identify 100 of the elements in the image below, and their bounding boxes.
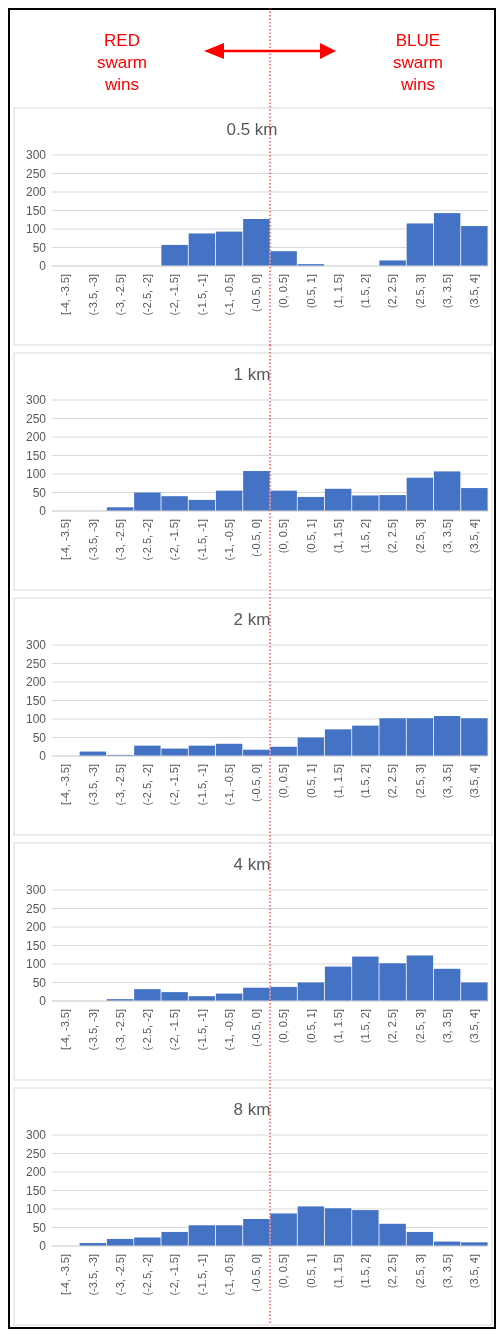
chart-title: 2 km bbox=[233, 610, 271, 629]
x-tick-label: (3.5, 4] bbox=[468, 274, 481, 309]
chart-title: 0.5 km bbox=[226, 120, 278, 139]
y-tick-label: 50 bbox=[32, 485, 47, 500]
x-tick-label: (3.5, 4] bbox=[468, 1009, 481, 1044]
x-tick-label: (-3, -2.5] bbox=[113, 764, 126, 806]
x-tick-label: (3, 3.5] bbox=[440, 764, 453, 799]
text: BLUE swarm wins bbox=[392, 31, 444, 94]
x-tick-label: (3.5, 4] bbox=[468, 519, 481, 554]
x-tick-label: (1.5, 2] bbox=[359, 519, 372, 554]
x-tick-label: (3, 3.5] bbox=[440, 1009, 453, 1044]
x-tick-label: (-3, -2.5] bbox=[113, 1254, 126, 1296]
x-tick-label: (-2.5, -2] bbox=[141, 274, 154, 316]
y-tick-label: 200 bbox=[25, 185, 47, 200]
y-tick-label: 150 bbox=[25, 1183, 47, 1198]
x-tick-label: (-2.5, -2] bbox=[141, 1009, 154, 1051]
x-tick-label: (-2, -1.5] bbox=[168, 519, 181, 561]
x-tick-label: (-3.5, -3] bbox=[86, 764, 99, 806]
x-tick-label: (1.5, 2] bbox=[359, 274, 372, 309]
y-tick-label: 300 bbox=[25, 883, 47, 898]
x-tick-label: (0.5, 1] bbox=[304, 764, 317, 799]
x-tick-label: (2.5, 3] bbox=[413, 1254, 426, 1289]
x-tick-label: (-3.5, -3] bbox=[86, 1009, 99, 1051]
y-tick-label: 0 bbox=[39, 504, 47, 519]
y-tick-label: 100 bbox=[25, 957, 47, 972]
x-tick-label: (2, 2.5] bbox=[386, 274, 399, 309]
y-tick-label: 250 bbox=[25, 166, 47, 181]
x-tick-label: (0, 0.5] bbox=[277, 1254, 290, 1289]
x-tick-label: (-2, -1.5] bbox=[168, 274, 181, 316]
x-tick-label: (-1, -0.5] bbox=[222, 764, 235, 806]
y-tick-label: 300 bbox=[25, 638, 47, 653]
y-tick-label: 0 bbox=[39, 994, 47, 1009]
x-tick-label: (0, 0.5] bbox=[277, 764, 290, 799]
x-tick-label: (2.5, 3] bbox=[413, 1009, 426, 1044]
y-tick-label: 100 bbox=[25, 1202, 47, 1217]
x-tick-label: (3.5, 4] bbox=[468, 764, 481, 799]
chart-title: 4 km bbox=[233, 855, 271, 874]
text: RED swarm wins bbox=[96, 31, 148, 94]
x-tick-label: (-3, -2.5] bbox=[113, 274, 126, 316]
x-tick-label: (0.5, 1] bbox=[304, 1009, 317, 1044]
x-tick-label: (0.5, 1] bbox=[304, 519, 317, 554]
x-tick-label: (-0.5, 0] bbox=[250, 1009, 263, 1047]
y-tick-label: 150 bbox=[25, 938, 47, 953]
x-tick-label: (1, 1.5] bbox=[331, 1254, 344, 1289]
x-tick-label: [-4, -3.5] bbox=[59, 764, 72, 805]
x-tick-label: (1.5, 2] bbox=[359, 1009, 372, 1044]
y-tick-label: 0 bbox=[39, 1239, 47, 1254]
x-tick-label: (-2, -1.5] bbox=[168, 764, 181, 806]
x-tick-label: (-0.5, 0] bbox=[250, 764, 263, 802]
x-tick-label: (-1.5, -1] bbox=[195, 764, 208, 806]
y-tick-label: 100 bbox=[25, 467, 47, 482]
x-tick-label: (-3.5, -3] bbox=[86, 519, 99, 561]
y-tick-label: 150 bbox=[25, 203, 47, 218]
x-tick-label: (2, 2.5] bbox=[386, 1254, 399, 1289]
x-tick-label: (-1.5, -1] bbox=[195, 519, 208, 561]
x-tick-label: (-1, -0.5] bbox=[222, 1254, 235, 1296]
y-tick-label: 50 bbox=[32, 240, 47, 255]
y-tick-label: 200 bbox=[25, 675, 47, 690]
x-tick-label: (2, 2.5] bbox=[386, 1009, 399, 1044]
x-tick-label: (-2.5, -2] bbox=[141, 1254, 154, 1296]
x-tick-label: (-0.5, 0] bbox=[250, 519, 263, 557]
x-tick-label: (-1, -0.5] bbox=[222, 519, 235, 561]
x-tick-label: (0.5, 1] bbox=[304, 274, 317, 309]
x-tick-label: (-2, -1.5] bbox=[168, 1009, 181, 1051]
x-tick-label: (3, 3.5] bbox=[440, 519, 453, 554]
x-tick-label: (-1.5, -1] bbox=[195, 1254, 208, 1296]
y-tick-label: 200 bbox=[25, 1165, 47, 1180]
x-tick-label: (-3, -2.5] bbox=[113, 519, 126, 561]
y-tick-label: 50 bbox=[32, 730, 47, 745]
x-tick-label: (0.5, 1] bbox=[304, 1254, 317, 1289]
x-tick-label: [-4, -3.5] bbox=[59, 1254, 72, 1295]
y-tick-label: 100 bbox=[25, 222, 47, 237]
x-tick-label: (3.5, 4] bbox=[468, 1254, 481, 1289]
x-tick-label: (-3.5, -3] bbox=[86, 274, 99, 316]
x-tick-label: (2.5, 3] bbox=[413, 519, 426, 554]
x-tick-label: (1, 1.5] bbox=[331, 519, 344, 554]
x-tick-label: (-3.5, -3] bbox=[86, 1254, 99, 1296]
x-tick-label: (1, 1.5] bbox=[331, 764, 344, 799]
x-tick-label: (0, 0.5] bbox=[277, 274, 290, 309]
x-tick-label: (0, 0.5] bbox=[277, 519, 290, 554]
y-tick-label: 100 bbox=[25, 712, 47, 727]
x-tick-label: (-2.5, -2] bbox=[141, 764, 154, 806]
y-tick-label: 300 bbox=[25, 393, 47, 408]
chart-title: 1 km bbox=[233, 365, 271, 384]
x-tick-label: (-1.5, -1] bbox=[195, 1009, 208, 1051]
y-tick-label: 200 bbox=[25, 430, 47, 445]
x-tick-label: (1.5, 2] bbox=[359, 1254, 372, 1289]
x-tick-label: (-1, -0.5] bbox=[222, 274, 235, 316]
x-tick-label: (-2.5, -2] bbox=[141, 519, 154, 561]
y-tick-label: 50 bbox=[32, 975, 47, 990]
x-tick-label: (1, 1.5] bbox=[331, 274, 344, 309]
chart-title: 8 km bbox=[233, 1100, 271, 1119]
x-tick-label: (2.5, 3] bbox=[413, 764, 426, 799]
x-tick-label: (3, 3.5] bbox=[440, 274, 453, 309]
y-tick-label: 300 bbox=[25, 1128, 47, 1143]
x-tick-label: [-4, -3.5] bbox=[59, 274, 72, 315]
x-tick-label: (0, 0.5] bbox=[277, 1009, 290, 1044]
y-tick-label: 200 bbox=[25, 920, 47, 935]
y-tick-label: 300 bbox=[25, 148, 47, 163]
x-tick-label: (2.5, 3] bbox=[413, 274, 426, 309]
